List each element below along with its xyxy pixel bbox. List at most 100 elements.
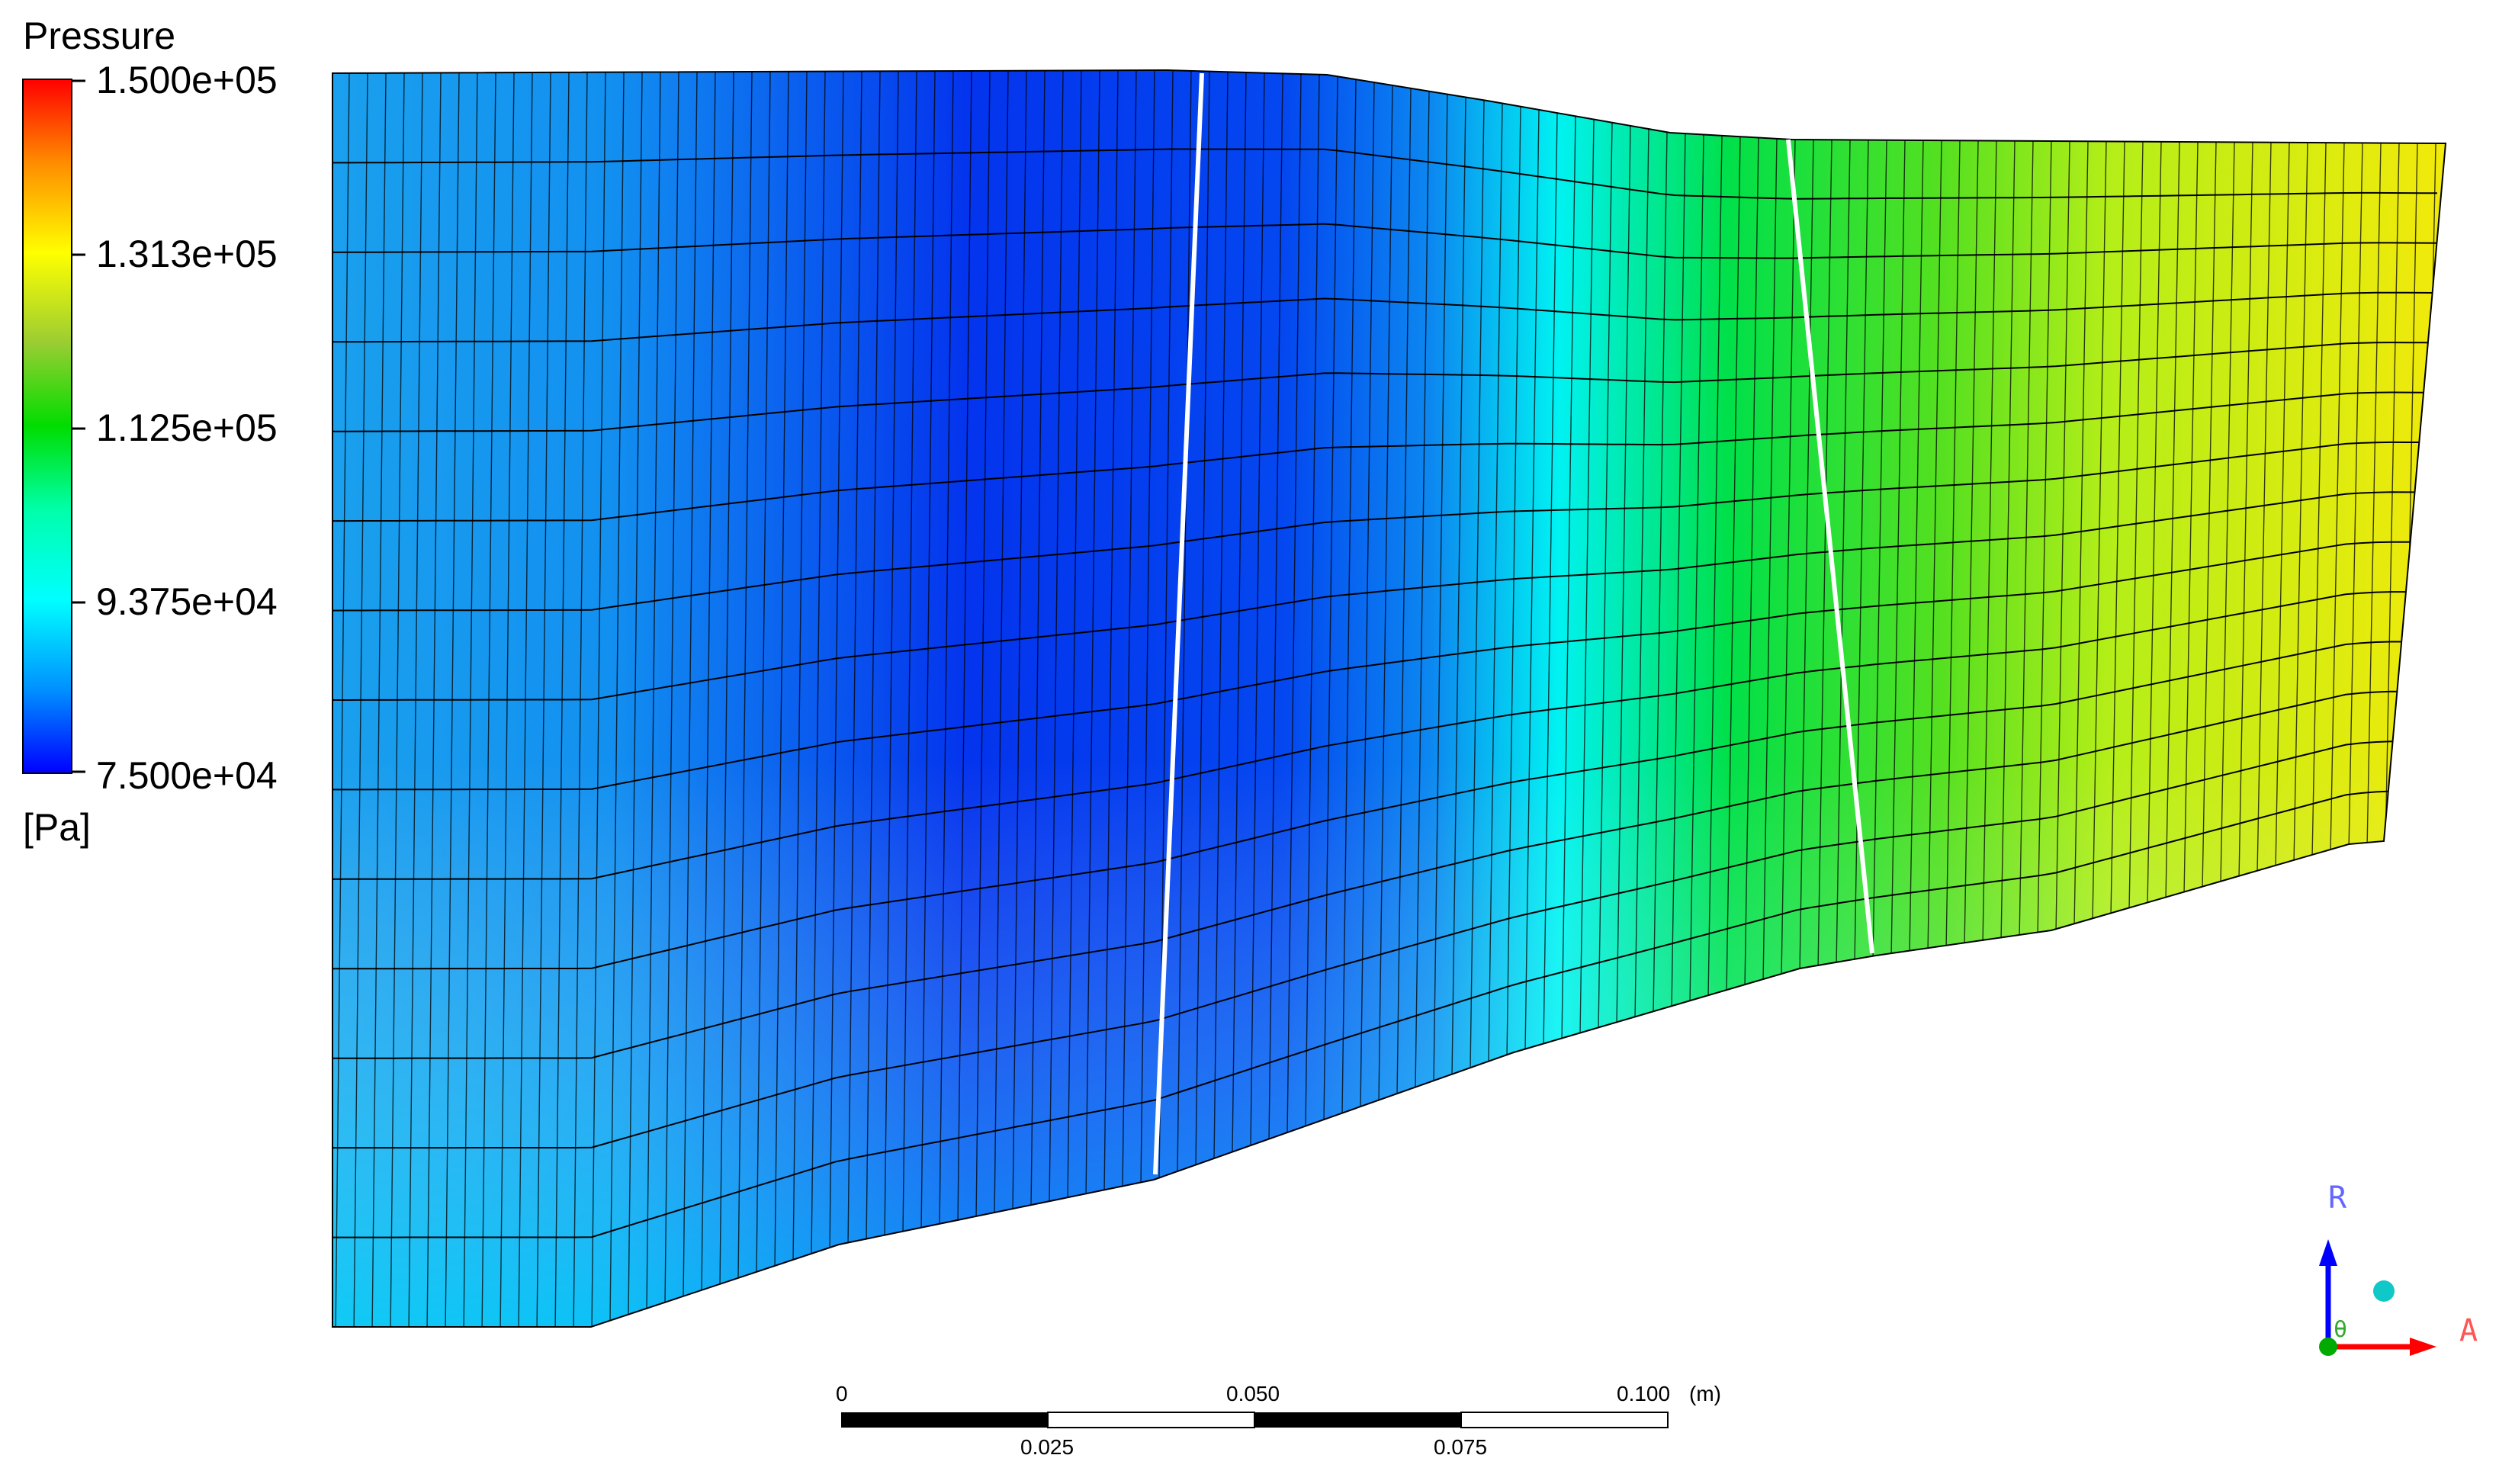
legend-unit: [Pa]	[23, 806, 91, 849]
mesh-spanwise-line	[332, 391, 2437, 522]
mesh-streamwise-line	[1213, 72, 1229, 1161]
mesh-spanwise-line	[332, 441, 2438, 612]
mesh-streamwise-line	[2073, 141, 2089, 928]
mesh-streamwise-line	[646, 72, 661, 1312]
scale-segment-2	[1047, 1412, 1255, 1428]
mesh-streamwise-line	[2311, 143, 2327, 859]
scale-label-0-025: 0.025	[1020, 1435, 1074, 1459]
mesh-streamwise-line	[1726, 137, 1741, 994]
mesh-streamwise-line	[2202, 142, 2217, 891]
mesh-streamwise-line	[2165, 141, 2180, 901]
axial-axis-arrowhead	[2410, 1338, 2436, 1356]
view-marker-sphere	[2373, 1280, 2395, 1302]
mesh-streamwise-line	[2385, 143, 2400, 850]
mesh-spanwise-line	[332, 740, 2437, 1149]
mesh-streamwise-line	[1360, 82, 1375, 1110]
mesh-streamwise-line	[1543, 113, 1558, 1048]
mesh-streamwise-line	[1781, 139, 1796, 978]
legend-color-bar	[22, 79, 72, 774]
mesh-streamwise-line	[1689, 134, 1704, 1005]
legend-tick-min: 7.500e+04	[96, 754, 278, 797]
mesh-spanwise-line	[332, 148, 2438, 200]
mesh-streamwise-line	[445, 72, 460, 1327]
mesh-streamwise-line	[2275, 142, 2290, 869]
mesh-streamwise-line	[1396, 88, 1412, 1097]
mesh-streamwise-line	[463, 72, 478, 1327]
theta-axis-marker	[2319, 1338, 2337, 1356]
mesh-streamwise-line	[1085, 70, 1100, 1199]
mesh-streamwise-line	[1634, 129, 1649, 1021]
mesh-streamwise-line	[829, 71, 844, 1251]
mesh-streamwise-line	[2183, 142, 2199, 896]
mesh-streamwise-line	[390, 72, 405, 1327]
mesh-streamwise-line	[2092, 141, 2107, 923]
mesh-streamwise-line	[683, 72, 698, 1299]
legend-tick-max: 1.500e+05	[96, 59, 278, 101]
mesh-streamwise-line	[2055, 141, 2070, 933]
mesh-streamwise-line	[353, 72, 368, 1327]
mesh-streamwise-line	[2366, 143, 2382, 850]
mesh-streamwise-line	[426, 72, 442, 1327]
mesh-streamwise-line	[1744, 137, 1759, 988]
mesh-streamwise-line	[1195, 71, 1210, 1168]
mesh-spanwise-line	[332, 491, 2438, 701]
mesh-streamwise-line	[792, 71, 808, 1264]
mesh-streamwise-line	[1451, 97, 1466, 1078]
mesh-streamwise-line	[2348, 143, 2363, 851]
mesh-streamwise-line	[1488, 103, 1503, 1065]
mesh-streamwise-line	[2000, 140, 2016, 943]
mesh-lines	[332, 70, 2438, 1327]
mesh-streamwise-line	[920, 71, 936, 1233]
mesh-streamwise-line	[1012, 70, 1027, 1214]
mesh-streamwise-line	[1927, 140, 1942, 954]
mesh-spanwise-line	[332, 641, 2438, 970]
mesh-streamwise-line	[1561, 116, 1576, 1042]
mesh-streamwise-line	[1049, 70, 1064, 1206]
legend-tick-3: 1.125e+05	[96, 406, 278, 449]
mesh-streamwise-line	[737, 71, 753, 1281]
mesh-streamwise-line	[1177, 70, 1192, 1174]
mesh-spanwise-line	[332, 790, 2437, 1238]
mesh-streamwise-line	[554, 72, 570, 1327]
mesh-streamwise-line	[1524, 109, 1540, 1053]
scale-segment-1	[841, 1412, 1048, 1428]
mesh-streamwise-line	[719, 72, 734, 1287]
mesh-streamwise-line	[1836, 140, 1851, 968]
mesh-streamwise-line	[1762, 138, 1778, 983]
mesh-streamwise-line	[408, 72, 423, 1327]
radial-axis-label: R	[2328, 1180, 2347, 1216]
mesh-streamwise-line	[2037, 140, 2052, 939]
mesh-streamwise-line	[628, 72, 643, 1318]
mesh-spanwise-line	[332, 690, 2437, 1059]
mesh-streamwise-line	[994, 70, 1009, 1218]
mesh-streamwise-line	[939, 70, 954, 1229]
mesh-streamwise-line	[1067, 70, 1082, 1203]
mesh-spanwise-line	[332, 591, 2438, 880]
mesh-spanwise-line	[332, 291, 2438, 343]
mesh-streamwise-line	[536, 72, 551, 1327]
mesh-streamwise-line	[1817, 140, 1832, 971]
axis-triad	[2319, 1239, 2436, 1356]
scale-unit: (m)	[1689, 1382, 1721, 1405]
mesh-streamwise-line	[1653, 132, 1668, 1016]
mesh-streamwise-line	[1890, 140, 1906, 959]
mesh-streamwise-line	[2293, 142, 2308, 864]
mesh-streamwise-line	[701, 72, 716, 1293]
mesh-streamwise-line	[1964, 140, 1979, 949]
mesh-streamwise-line	[2019, 140, 2034, 941]
mesh-streamwise-line	[1671, 133, 1686, 1010]
mesh-streamwise-line	[866, 71, 881, 1244]
scale-label-0: 0	[836, 1382, 848, 1405]
scale-label-0-075: 0.075	[1434, 1435, 1488, 1459]
mesh-streamwise-line	[1945, 140, 1961, 952]
mesh-streamwise-line	[1341, 79, 1357, 1116]
mesh-streamwise-line	[1030, 70, 1046, 1210]
mesh-streamwise-line	[1103, 70, 1119, 1195]
mesh-streamwise-line	[1616, 125, 1631, 1026]
scale-segment-3	[1254, 1412, 1461, 1428]
mesh-streamwise-line	[335, 72, 350, 1327]
mesh-streamwise-line	[2147, 141, 2162, 907]
mesh-streamwise-line	[591, 72, 606, 1327]
stator-blade-line	[1786, 139, 1874, 954]
